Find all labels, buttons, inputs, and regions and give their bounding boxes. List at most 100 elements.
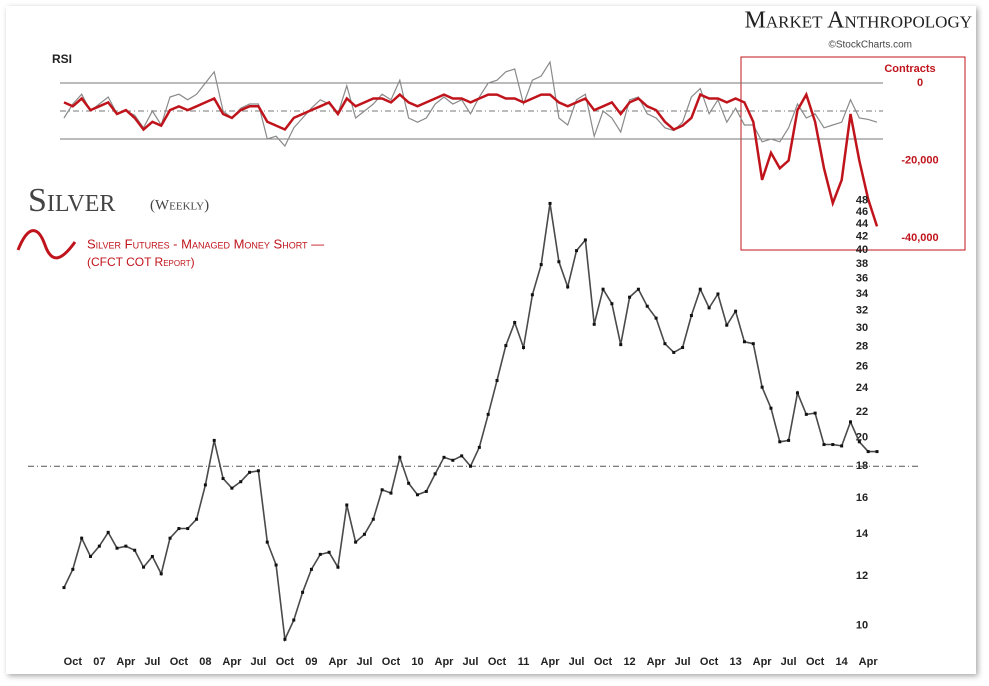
y2-title: Contracts [884, 63, 935, 75]
chart-subtitle: (Weekly) [150, 197, 209, 213]
price-point [442, 455, 446, 459]
x-tick-label: Apr [859, 656, 879, 668]
price-point [707, 306, 711, 310]
x-tick-label: Apr [647, 656, 667, 668]
y-tick-label: 34 [856, 288, 869, 300]
price-point [62, 586, 66, 590]
price-point [725, 323, 729, 327]
x-tick-label: Apr [753, 656, 773, 668]
y-tick-label: 30 [856, 322, 868, 334]
price-point [256, 469, 260, 473]
price-point [248, 470, 252, 474]
x-tick-label: 14 [836, 656, 849, 668]
price-point [389, 491, 393, 495]
x-tick-label: Oct [276, 656, 295, 668]
x-tick-label: Jul [144, 656, 160, 668]
price-point [628, 295, 632, 299]
y-tick-label: 22 [856, 406, 868, 418]
price-point [283, 637, 287, 641]
price-point [336, 565, 340, 569]
y-tick-label: 16 [856, 492, 868, 504]
price-point [742, 340, 746, 344]
price-point [866, 450, 870, 454]
brand-title: Market Anthropology [744, 8, 972, 34]
price-point [813, 411, 817, 415]
price-point [566, 285, 570, 289]
x-tick-label: Jul [781, 656, 797, 668]
price-point [186, 527, 190, 531]
price-point [265, 540, 269, 544]
y-tick-label: 48 [856, 194, 868, 206]
price-point [71, 567, 75, 571]
price-point [230, 486, 234, 490]
price-point [203, 483, 207, 487]
price-point [495, 379, 499, 383]
price-point [212, 438, 216, 442]
price-point [159, 572, 163, 576]
price-point [804, 412, 808, 416]
legend-label: Silver Futures - Managed Money Short — [87, 236, 324, 251]
y2-tick-label: -20,000 [901, 154, 938, 166]
y-tick-label: 46 [856, 206, 868, 218]
price-point [610, 302, 614, 306]
price-point [415, 493, 419, 497]
price-point [115, 546, 119, 550]
y-tick-label: 26 [856, 361, 868, 373]
x-tick-label: Jul [357, 656, 373, 668]
source: ©StockCharts.com [828, 40, 912, 51]
x-tick-label: 10 [411, 656, 423, 668]
y-tick-label: 42 [856, 231, 868, 243]
x-tick-label: Oct [488, 656, 507, 668]
price-point [80, 536, 84, 540]
price-point [274, 563, 278, 567]
y-tick-label: 10 [856, 619, 868, 631]
price-point [424, 489, 428, 493]
price-point [371, 517, 375, 521]
price-point [539, 263, 543, 267]
price-point [133, 548, 137, 552]
price-point [195, 517, 199, 521]
price-point [309, 567, 313, 571]
price-point [451, 458, 455, 462]
price-point [840, 444, 844, 448]
y-tick-label: 32 [856, 304, 868, 316]
legend-note: (CFCT COT Report) [87, 255, 195, 269]
y-tick-label: 38 [856, 258, 868, 270]
y-tick-label: 44 [856, 218, 869, 230]
price-point [769, 406, 773, 410]
y2-tick-label: -40,000 [901, 232, 938, 244]
x-tick-label: Oct [806, 656, 825, 668]
price-point [221, 477, 225, 481]
x-tick-label: Jul [675, 656, 691, 668]
x-tick-label: 12 [623, 656, 635, 668]
rsi-label: RSI [52, 52, 72, 66]
price-point [177, 527, 181, 531]
price-point [592, 322, 596, 326]
x-tick-label: 08 [199, 656, 211, 668]
price-point [751, 342, 755, 346]
price-point [857, 440, 861, 444]
price-point [645, 304, 649, 308]
y-tick-label: 40 [856, 244, 868, 256]
price-point [795, 391, 799, 395]
price-point [345, 503, 349, 507]
price-point [380, 488, 384, 492]
price-point [354, 540, 358, 544]
price-point [89, 554, 93, 558]
price-point [168, 536, 172, 540]
x-tick-label: Apr [222, 656, 242, 668]
price-point [875, 450, 879, 454]
frame [6, 6, 976, 674]
price-point [557, 260, 561, 264]
price-point [301, 590, 305, 594]
price-point [460, 454, 464, 458]
price-point [654, 316, 658, 320]
price-point [778, 440, 782, 444]
price-point [522, 346, 526, 350]
x-tick-label: Oct [170, 656, 189, 668]
price-point [822, 443, 826, 447]
x-tick-label: Jul [569, 656, 585, 668]
price-point [97, 544, 101, 548]
price-point [698, 287, 702, 291]
